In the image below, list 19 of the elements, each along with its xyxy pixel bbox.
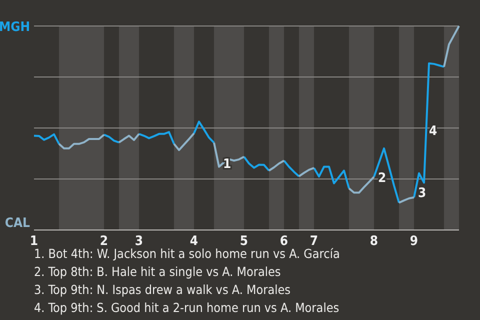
- text: 3. Top 9th: N. Ispas drew a walk vs A. Morales: [34, 282, 291, 297]
- x-tick-label: 9: [410, 234, 418, 249]
- text: 2. Top 8th: B. Hale hit a single vs A. Morales: [34, 264, 281, 279]
- x-tick-label: 7: [310, 234, 318, 249]
- text: CAL: [4, 216, 31, 231]
- annotation: 3: [418, 186, 426, 201]
- x-tick-label: 1: [30, 234, 38, 249]
- annotation: 2: [378, 171, 386, 186]
- annotation: 4: [429, 124, 438, 139]
- x-tick-label: 6: [280, 234, 288, 249]
- x-tick-label: 8: [370, 234, 378, 249]
- x-tick-label: 5: [240, 234, 248, 249]
- x-tick-label: 3: [134, 234, 144, 249]
- x-tick-label: 4: [190, 234, 198, 249]
- text: 4. Top 9th: S. Good hit a 2-run home run vs A. Morales: [34, 300, 340, 315]
- annotation: 1: [223, 157, 232, 172]
- x-tick-label: 2: [100, 234, 108, 249]
- text: 1. Bot 4th: W. Jackson hit a solo home run vs A. García: [34, 246, 340, 261]
- text: MGH: [0, 20, 30, 35]
